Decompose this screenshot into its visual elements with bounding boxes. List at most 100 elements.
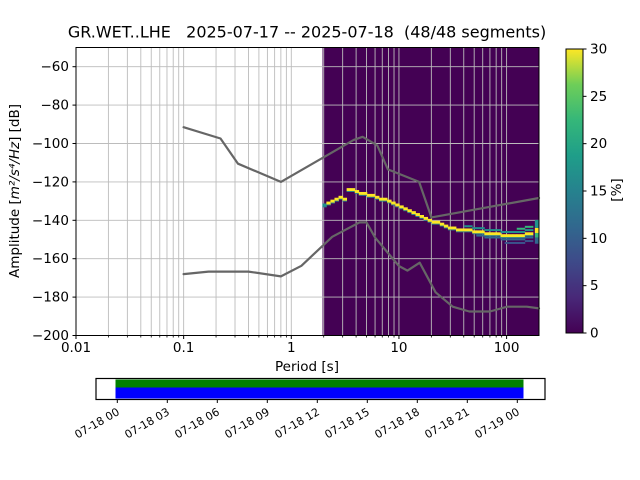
- psd-mode-bin: [415, 213, 420, 216]
- psd-spread-bin: [468, 225, 473, 228]
- psd-edge-bin: [346, 190, 352, 192]
- psd-spread-bin: [512, 231, 518, 234]
- psd-mode-bin: [346, 188, 352, 192]
- psd-edge-bin: [431, 223, 437, 225]
- psd-spread-bin: [496, 236, 501, 239]
- psd-edge-bin: [464, 231, 469, 233]
- date-tick-label: 07-18 15: [322, 405, 371, 441]
- x-tick-label: 0.01: [61, 340, 91, 356]
- psd-edge-bin: [480, 233, 485, 235]
- psd-spread-bin: [496, 229, 501, 232]
- psd-edge-bin: [508, 236, 514, 239]
- psd-mode-bin: [334, 197, 339, 201]
- psd-edge-bin: [427, 221, 433, 223]
- psd-mode-bin: [411, 211, 416, 215]
- psd-edge-bin: [326, 204, 331, 206]
- psd-spread-bin: [512, 238, 518, 241]
- psd-mode-bin: [443, 224, 449, 228]
- psd-spread-bin: [528, 236, 534, 239]
- psd-mode-bin: [358, 191, 364, 195]
- psd-mode-bin: [326, 201, 331, 205]
- colorbar-tick-label: 30: [590, 42, 607, 58]
- psd-edge-bin: [342, 200, 348, 202]
- psd-spread-bin: [504, 238, 510, 241]
- psd-spread-bin: [508, 241, 514, 244]
- psd-mode-bin: [520, 234, 526, 238]
- date-tick-label: 07-18 12: [272, 405, 321, 441]
- colorbar-tick-label: 5: [590, 278, 599, 294]
- psd-edge-bin: [520, 236, 526, 239]
- psd-mode-bin: [362, 191, 368, 195]
- psd-spread-bin: [524, 229, 530, 232]
- psd-edge-bin: [455, 231, 461, 233]
- psd-edge-bin: [500, 236, 505, 239]
- psd-spread-bin: [524, 225, 530, 228]
- psd-mode-bin: [472, 230, 477, 234]
- psd-mode-bin: [366, 193, 372, 197]
- psd-edge-bin: [504, 236, 510, 239]
- psd-edge-bin: [468, 231, 473, 233]
- psd-spread-bin: [484, 236, 489, 239]
- psd-mode-bin: [460, 228, 465, 232]
- psd-edge-bin: [447, 229, 453, 231]
- nhnm-curve: [182, 126, 541, 219]
- date-tick-label: 07-19 00: [472, 405, 521, 441]
- psd-mode-bin: [468, 228, 473, 232]
- plot-title: GR.WET..LHE 2025-07-17 -- 2025-07-18 (48…: [67, 22, 547, 42]
- psd-tail-column: [534, 232, 539, 238]
- psd-spread-bin: [508, 238, 514, 241]
- psd-spread-bin: [484, 229, 489, 232]
- psd-mode-bin: [322, 203, 327, 207]
- date-tick-label: 07-18 00: [72, 405, 121, 441]
- psd-mode-bin: [464, 228, 469, 232]
- psd-spread-bin: [492, 229, 497, 232]
- psd-edge-bin: [512, 236, 518, 239]
- psd-spread-bin: [488, 236, 493, 239]
- psd-spread-bin: [504, 231, 510, 234]
- date-tick-label: 07-18 18: [372, 405, 421, 441]
- psd-edge-bin: [435, 223, 441, 225]
- psd-mode-bin: [391, 201, 396, 205]
- psd-spread-bin: [512, 241, 518, 244]
- psd-mode-bin: [354, 190, 360, 193]
- psd-mode-bin: [488, 232, 493, 236]
- x-tick-label: 100: [494, 340, 520, 356]
- psd-spread-bin: [492, 236, 497, 239]
- psd-spread-bin: [520, 241, 526, 244]
- coverage-data-bar: [115, 379, 524, 388]
- psd-mode-bin: [508, 234, 514, 238]
- psd-spread-bin: [520, 227, 526, 230]
- psd-edge-bin: [407, 212, 412, 214]
- psd-edge-bin: [419, 217, 424, 219]
- colorbar-gradient: [566, 49, 583, 333]
- psd-edge-bin: [484, 235, 489, 237]
- psd-edge-bin: [423, 219, 429, 221]
- psd-spread-bin: [516, 238, 522, 241]
- psd-edge-bin: [476, 233, 481, 235]
- y-tick-label: −60: [41, 59, 70, 75]
- psd-spread-bin: [500, 231, 505, 234]
- psd-edge-bin: [370, 196, 376, 198]
- psd-edge-bin: [472, 233, 477, 235]
- psd-mode-bin: [350, 188, 356, 192]
- psd-spread-bin: [528, 240, 534, 243]
- psd-mode-bin: [395, 203, 400, 207]
- psd-spread-bin: [516, 241, 522, 244]
- psd-spread-bin: [516, 227, 522, 230]
- coverage-psd-bar: [115, 387, 524, 399]
- psd-edge-bin: [516, 236, 522, 239]
- psd-mode-bin: [423, 216, 429, 220]
- psd-edge-bin: [379, 200, 384, 202]
- colorbar-tick-label: 15: [590, 184, 607, 200]
- nlnm-curve: [182, 221, 541, 313]
- y-tick-label: −140: [32, 213, 69, 229]
- psd-edge-bin: [451, 229, 457, 231]
- psd-mode-bin: [374, 195, 380, 199]
- colorbar-tick-label: 20: [590, 136, 607, 152]
- psd-spread-bin: [524, 240, 530, 243]
- psd-edge-bin: [488, 235, 493, 237]
- psd-spread-bin: [524, 236, 530, 239]
- psd-edge-bin: [334, 200, 339, 202]
- y-tick-label: −100: [32, 136, 69, 152]
